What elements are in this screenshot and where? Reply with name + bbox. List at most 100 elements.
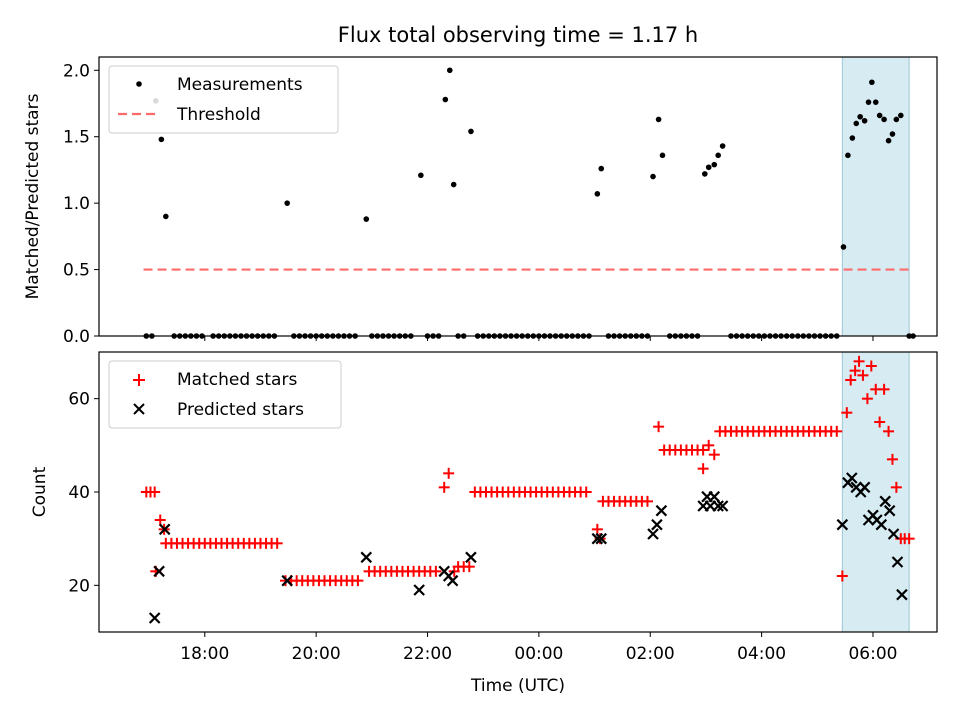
predicted-star-point (281, 574, 293, 587)
measurement-point (650, 173, 656, 180)
bottom-y-tick-label: 60 (68, 390, 90, 410)
measurement-point (857, 113, 863, 120)
legend-measurement-marker (136, 81, 142, 87)
bottom-y-axis-label: Count (30, 466, 50, 517)
matched-star-point (708, 449, 720, 461)
predicted-star-point (413, 584, 425, 596)
matched-star-point (591, 523, 603, 535)
matched-star-point (697, 444, 709, 456)
matched-star-point (861, 393, 873, 405)
measurement-point (284, 200, 291, 206)
matched-star-point (149, 486, 161, 498)
top-y-tick-label: 1.0 (63, 194, 90, 214)
x-tick-label: 20:00 (292, 644, 341, 664)
matched-star-point (438, 481, 450, 493)
x-tick-label: 02:00 (626, 644, 675, 664)
matched-star-point (878, 383, 890, 395)
x-axis-label: Time (UTC) (470, 676, 565, 696)
predicted-star-point (465, 551, 477, 564)
matched-star-point (443, 467, 455, 479)
predicted-star-point (651, 518, 663, 531)
bottom-panel: 20 40 60 18:00 20:00 22:00 00:00 02:00 04:00 06:… (30, 351, 938, 696)
predicted-star-point (647, 528, 659, 540)
top-axes-frame (98, 56, 938, 337)
measurement-point (450, 181, 457, 188)
matched-star-point (280, 575, 292, 587)
matched-star-point (845, 374, 857, 386)
matched-star-point (580, 486, 592, 498)
measurement-point (869, 79, 875, 86)
bottom-highlight-span (841, 351, 910, 633)
matched-star-point (697, 463, 709, 475)
measurement-point (468, 128, 474, 135)
measurement-point (876, 112, 883, 119)
measurement-point (418, 172, 424, 179)
bottom-legend-box (108, 360, 342, 429)
predicted-star-point (591, 532, 604, 545)
predicted-star-point (712, 500, 724, 512)
measurement-point (158, 136, 165, 143)
matched-star-point (890, 481, 902, 493)
matched-star-points (140, 355, 915, 587)
matched-star-point (831, 425, 843, 437)
top-y-tick-label: 0.0 (63, 327, 90, 347)
matched-star-point (641, 495, 653, 507)
top-panel: 0.00.51.01.52.0 Matched/Predicted stars … (23, 56, 938, 347)
measurement-point (889, 131, 896, 137)
bottom-y-tick-label: 20 (68, 576, 90, 596)
measurement-point (865, 99, 872, 105)
matched-star-point (836, 570, 848, 582)
measurement-point (893, 116, 900, 123)
predicted-star-point (887, 528, 900, 540)
matched-star-point (154, 514, 166, 526)
matched-star-point (841, 407, 853, 419)
matched-star-point (352, 575, 364, 587)
matched-star-point (874, 416, 886, 428)
top-y-tick-label: 0.5 (63, 261, 90, 281)
legend-measurement-label: Measurements (177, 75, 303, 95)
measurement-point (719, 143, 726, 149)
measurement-point (659, 152, 666, 159)
predicted-star-point (446, 574, 459, 587)
bottom-legend: Matched stars Predicted stars (108, 360, 342, 429)
x-tick-label: 04:00 (737, 644, 786, 664)
predicted-star-point (595, 532, 608, 545)
matched-star-point (903, 533, 915, 545)
measurement-point (711, 161, 718, 168)
predicted-star-point (896, 588, 908, 601)
matched-star-point (849, 365, 861, 377)
top-legend: Measurements Threshold (108, 65, 339, 134)
predicted-star-point (158, 523, 171, 536)
figure-title: Flux total observing time = 1.17 h (338, 23, 698, 47)
bottom-y-tick-label: 40 (68, 483, 90, 503)
x-tick-label: 06:00 (848, 644, 897, 664)
legend-predicted-label: Predicted stars (177, 400, 304, 420)
predicted-star-point (708, 490, 721, 503)
predicted-star-point (655, 504, 668, 517)
matched-star-point (430, 565, 442, 577)
measurement-point (702, 171, 708, 177)
measurement-point (885, 137, 892, 144)
measurement-point (705, 164, 712, 171)
matched-star-point (853, 355, 865, 367)
legend-matched-label: Matched stars (177, 370, 297, 390)
predicted-star-point (891, 556, 904, 568)
top-y-tick-label: 2.0 (63, 61, 90, 81)
matched-star-point (883, 425, 895, 437)
measurement-point (442, 96, 449, 103)
measurement-point (845, 152, 851, 159)
predicted-star-point (148, 612, 161, 624)
predicted-star-point (883, 504, 896, 517)
predicted-star-point (360, 551, 373, 564)
measurement-point (881, 116, 887, 123)
measurement-point (163, 213, 169, 220)
predicted-star-points (148, 472, 908, 624)
measurement-point (655, 116, 662, 123)
legend-matched-marker (133, 374, 145, 386)
matched-star-point (857, 369, 869, 381)
measurement-point (598, 165, 605, 172)
measurement-point (898, 112, 904, 119)
measurement-point (849, 135, 856, 141)
matched-star-point (271, 537, 283, 549)
